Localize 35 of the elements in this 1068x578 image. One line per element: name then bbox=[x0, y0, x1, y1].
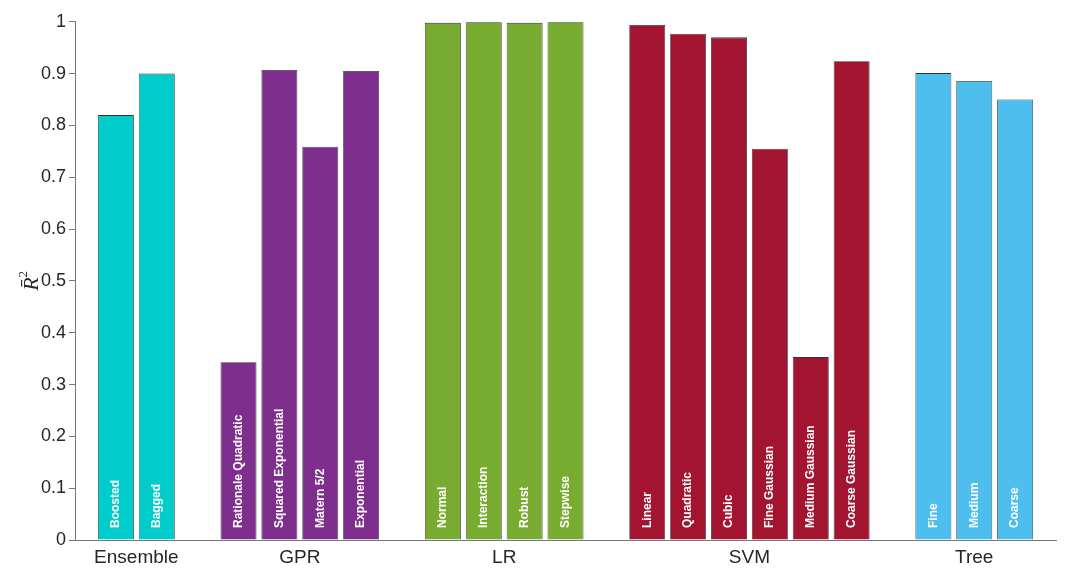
x-tick-label: Medium Gaussian bbox=[803, 425, 818, 528]
x-tick-label: Bagged bbox=[149, 483, 164, 528]
x-tick-label: Normal bbox=[435, 486, 450, 528]
x-tick-label: Cubic bbox=[721, 494, 736, 528]
series-label: Ensemble bbox=[94, 545, 179, 567]
x-tick-label: Quadratic bbox=[680, 471, 695, 528]
series-label: LR bbox=[492, 545, 517, 567]
series-label: Tree bbox=[955, 545, 994, 567]
y-tick-label: 0.1 bbox=[40, 477, 67, 498]
y-tick-label: 0.5 bbox=[40, 269, 67, 290]
series-label: SVM bbox=[728, 545, 771, 567]
y-tick-label: 0 bbox=[56, 528, 67, 549]
x-tick-label: Coarse bbox=[1007, 486, 1022, 528]
x-tick-label: Fine bbox=[925, 503, 940, 528]
x-tick-label: Boosted bbox=[108, 480, 123, 528]
x-tick-label: Linear bbox=[639, 491, 654, 528]
x-tick-label: Robust bbox=[516, 486, 531, 528]
y-tick-label: 1 bbox=[56, 10, 67, 31]
y-tick-label: 0.4 bbox=[40, 321, 67, 342]
x-tick-label: Interaction bbox=[476, 466, 491, 528]
series-label: GPR bbox=[279, 545, 321, 567]
x-tick-label: Fine Gaussian bbox=[762, 445, 777, 528]
y-tick-label: 0.7 bbox=[40, 166, 67, 187]
x-tick-label: Stepwise bbox=[557, 475, 572, 528]
x-tick-label: Exponential bbox=[353, 459, 368, 528]
x-tick-label: Matern 5/2 bbox=[312, 468, 327, 528]
y-tick-label: 0.3 bbox=[40, 373, 67, 394]
x-tick-label: Squared Exponential bbox=[271, 408, 286, 528]
x-tick-label: Medium bbox=[966, 482, 981, 528]
x-tick-label: Coarse Gaussian bbox=[843, 429, 858, 528]
y-tick-label: 0.9 bbox=[40, 62, 67, 83]
y-tick-label: 0.6 bbox=[40, 218, 67, 239]
x-tick-label: Rationale Quadratic bbox=[230, 414, 245, 528]
y-tick-label: 0.2 bbox=[40, 425, 67, 446]
y-tick-label: 0.8 bbox=[40, 114, 67, 135]
